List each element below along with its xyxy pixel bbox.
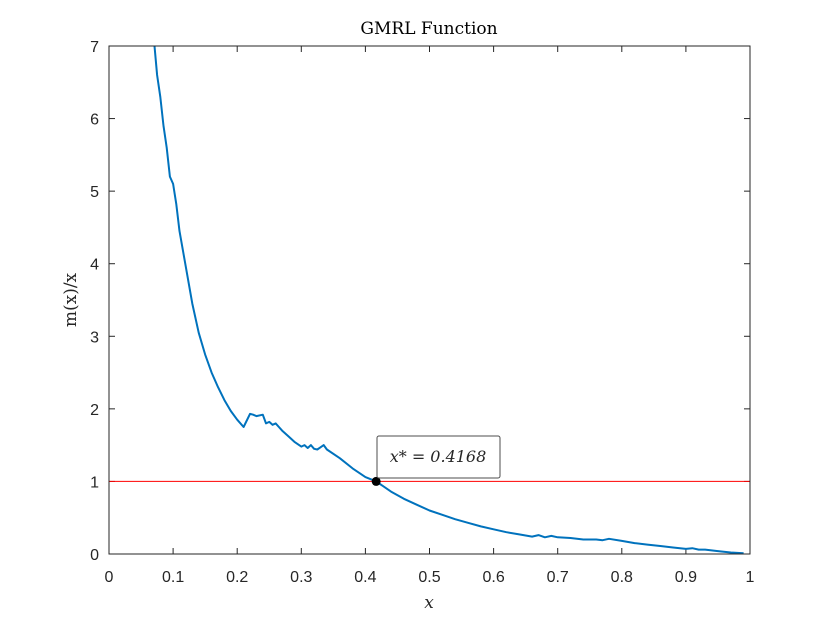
series-layer (109, 45, 750, 555)
x-tick-label: 0.8 (611, 569, 633, 586)
y-tick-label: 3 (90, 329, 99, 346)
y-tick-label: 2 (90, 402, 99, 419)
marker-point (371, 476, 381, 486)
x-tick-label: 0.2 (226, 569, 248, 586)
x-tick-label: 0.6 (482, 569, 504, 586)
annotation-text: x* = 0.4168 (390, 447, 487, 466)
y-tick-label: 4 (90, 257, 99, 274)
plot-frame (108, 45, 751, 555)
y-tick-label: 5 (90, 184, 99, 201)
chart-title: GMRL Function (360, 19, 497, 39)
y-axis-label: m(x)/x (61, 272, 81, 327)
annotation-group: x* = 0.4168 (376, 435, 501, 479)
y-tick-label: 7 (90, 39, 99, 56)
x-tick-label: 0.7 (547, 569, 569, 586)
y-tick-label: 1 (90, 474, 99, 491)
annotation-box (376, 435, 501, 479)
x-tick-label: 1 (746, 569, 755, 586)
series-line (153, 45, 744, 555)
x-tick-label: 0.1 (162, 569, 184, 586)
y-tick-label: 0 (90, 547, 99, 564)
x-tick-label: 0.3 (290, 569, 312, 586)
y-axis-ticks: 0 1 2 3 4 5 6 7 (90, 39, 750, 564)
x-tick-label: 0.4 (354, 569, 376, 586)
x-axis-label: x (424, 593, 434, 613)
x-tick-label: 0.5 (418, 569, 440, 586)
y-tick-label: 6 (90, 112, 99, 129)
x-axis-ticks: 0 0.1 0.2 0.3 0.4 0.5 0.6 0.7 0.8 0.9 1 (105, 46, 755, 586)
x-tick-label: 0.9 (675, 569, 697, 586)
x-tick-label: 0 (105, 569, 114, 586)
